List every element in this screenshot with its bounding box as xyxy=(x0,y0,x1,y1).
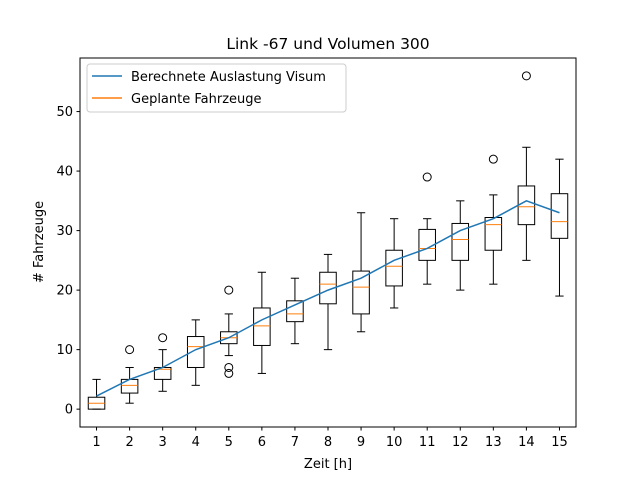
y-axis-label: # Fahrzeuge xyxy=(32,201,47,283)
x-tick-label: 9 xyxy=(357,435,365,450)
x-axis: 1 2 3 4 5 6 7 8 9 10 11 12 13 14 15 xyxy=(92,427,568,450)
outlier-point xyxy=(422,172,432,182)
box-iqr xyxy=(319,271,337,305)
box-5 xyxy=(220,285,238,378)
outlier-point xyxy=(158,333,168,343)
box-iqr xyxy=(550,193,569,239)
y-tick-label: 20 xyxy=(56,284,73,299)
box-11 xyxy=(418,172,436,285)
box-iqr xyxy=(385,249,403,287)
x-tick-label: 8 xyxy=(324,435,332,450)
x-tick-label: 2 xyxy=(125,435,133,450)
box-10 xyxy=(385,218,403,309)
box-iqr xyxy=(186,336,205,368)
plot-frame xyxy=(79,57,577,428)
legend-frame xyxy=(86,63,347,113)
x-tick-label: 10 xyxy=(386,435,403,450)
outlier-point xyxy=(224,285,234,295)
x-tick-label: 4 xyxy=(192,435,200,450)
y-axis: 0 10 20 30 40 50 xyxy=(56,105,80,418)
legend: Berechnete Auslastung Visum Geplante Fah… xyxy=(86,63,347,113)
box-iqr xyxy=(253,307,271,346)
box-15 xyxy=(550,158,569,297)
box-iqr xyxy=(484,217,503,251)
x-axis-label: Zeit [h] xyxy=(304,457,352,472)
box-8 xyxy=(319,253,337,351)
outlier-point xyxy=(224,368,234,378)
box-3 xyxy=(153,333,172,392)
y-tick-label: 0 xyxy=(65,403,73,418)
box-iqr xyxy=(517,185,536,226)
x-tick-label: 15 xyxy=(551,435,568,450)
y-tick-label: 30 xyxy=(56,224,73,239)
x-tick-label: 6 xyxy=(258,435,266,450)
y-tick-label: 50 xyxy=(56,105,73,120)
box-6 xyxy=(253,271,271,374)
box-1 xyxy=(87,378,106,410)
box-2 xyxy=(120,345,139,404)
box-14 xyxy=(517,71,536,261)
box-iqr xyxy=(418,228,436,261)
y-tick-label: 10 xyxy=(56,343,73,358)
x-tick-label: 14 xyxy=(518,435,535,450)
x-tick-label: 12 xyxy=(452,435,469,450)
box-12 xyxy=(451,200,470,291)
legend-label-visum: Berechnete Auslastung Visum xyxy=(131,70,326,85)
x-tick-label: 11 xyxy=(419,435,436,450)
x-tick-label: 5 xyxy=(225,435,233,450)
box-13 xyxy=(484,154,503,285)
outlier-point xyxy=(224,362,234,372)
plot-content xyxy=(87,71,569,410)
box-9 xyxy=(352,212,370,333)
box-iqr xyxy=(120,378,139,394)
x-tick-label: 7 xyxy=(291,435,299,450)
legend-label-geplant: Geplante Fahrzeuge xyxy=(131,92,262,107)
visum-series-line xyxy=(96,200,560,397)
chart-title: Link -67 und Volumen 300 xyxy=(226,35,429,53)
box-7 xyxy=(286,277,304,345)
x-tick-label: 3 xyxy=(159,435,167,450)
y-tick-label: 40 xyxy=(56,165,73,180)
outlier-point xyxy=(521,71,531,81)
box-iqr xyxy=(451,222,470,261)
box-4 xyxy=(186,319,205,386)
x-tick-label: 13 xyxy=(485,435,502,450)
box-iqr xyxy=(352,270,370,315)
box-iqr xyxy=(286,300,304,323)
outlier-point xyxy=(488,154,498,164)
outlier-point xyxy=(125,345,135,355)
x-tick-label: 1 xyxy=(92,435,100,450)
